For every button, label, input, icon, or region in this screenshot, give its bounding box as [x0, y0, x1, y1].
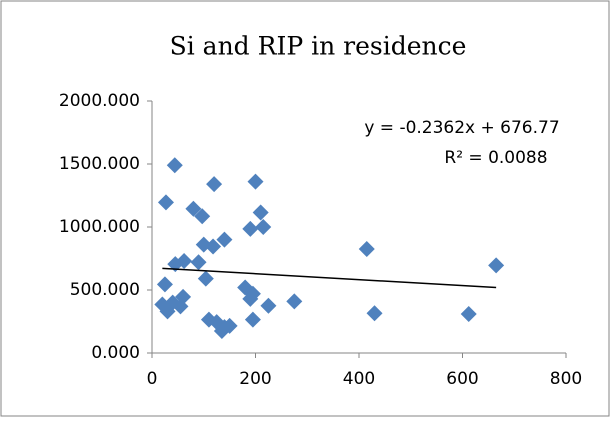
point [157, 194, 174, 211]
point [244, 311, 261, 328]
y-tick-label: 0.000 [91, 343, 140, 363]
trend-equation: y = -0.2362x + 676.77 [364, 118, 559, 138]
point [358, 241, 375, 258]
point [176, 253, 193, 270]
point [166, 157, 183, 174]
point [190, 254, 207, 271]
y-tick-label: 1000.000 [59, 217, 140, 237]
point [194, 208, 211, 225]
chart-title: Si and RIP in residence [170, 32, 467, 61]
x-tick-label: 200 [239, 369, 271, 389]
point [242, 290, 259, 307]
point [156, 276, 173, 293]
point [242, 220, 259, 237]
trend-r2: R² = 0.0088 [444, 148, 547, 168]
y-tick-label: 500.000 [70, 280, 140, 300]
point [205, 238, 222, 255]
x-tick-label: 400 [343, 369, 375, 389]
point [247, 173, 264, 190]
point [260, 297, 277, 314]
point [159, 303, 176, 320]
trendline [162, 267, 497, 289]
x-tick-label: 800 [550, 369, 582, 389]
point [172, 298, 189, 315]
y-tick-label: 2000.000 [59, 91, 140, 111]
point [216, 319, 233, 336]
point [216, 231, 233, 248]
point [206, 176, 223, 193]
point [488, 257, 505, 274]
x-tick-label: 0 [147, 369, 158, 389]
point [197, 270, 214, 287]
point [185, 200, 202, 217]
point [366, 305, 383, 322]
point [286, 293, 303, 310]
point [252, 204, 269, 221]
y-tick-label: 1500.000 [59, 154, 140, 174]
x-tick-label: 600 [446, 369, 478, 389]
point [460, 305, 477, 322]
point [255, 219, 272, 235]
